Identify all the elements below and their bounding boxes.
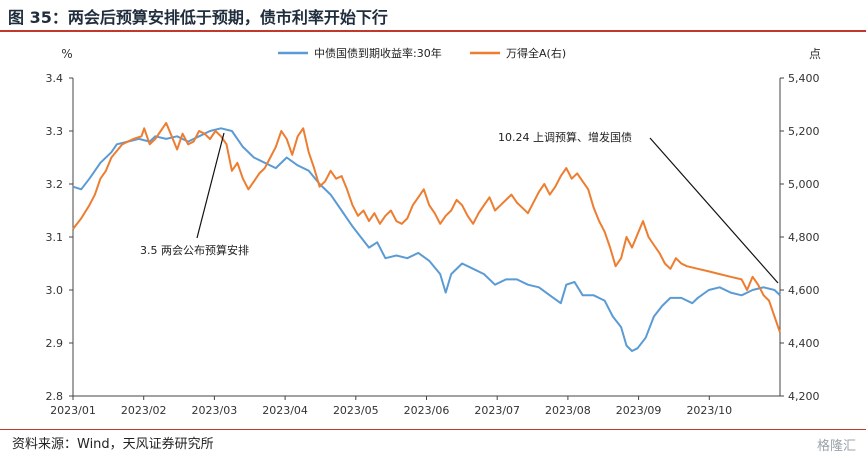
left-axis: 3.4 3.3 3.2 3.1 3.0 2.9 2.8% [46,47,74,403]
wind-all-a-line [72,122,781,333]
left-tick-label: 3.0 [46,284,64,297]
x-tick-label: 2023/04 [262,404,308,417]
x-tick-label: 2023/06 [404,404,450,417]
chart-title: 图 35：两会后预算安排低于预期，债市利率开始下行 [8,8,388,27]
left-tick-label: 3.1 [46,231,64,244]
right-tick-label: 5,400 [788,72,820,85]
chart-canvas: 3.4 3.3 3.2 3.1 3.0 2.9 2.8% 5,400 5,200 5,000 4,… [46,46,822,417]
source-note: 资料来源：Wind，天风证券研究所 [12,437,214,452]
left-tick-label: 3.4 [46,72,64,85]
right-tick-label: 5,200 [788,125,820,138]
annotation-label: 3.5 两会公布预算安排 [140,243,249,257]
bond-yield-line [72,127,781,352]
right-axis-unit: 点 [809,47,821,61]
legend: 中债国债到期收益率:30年 万得全A(右) [278,46,566,60]
x-tick-label: 2023/01 [50,404,96,417]
right-tick-label: 4,600 [788,284,820,297]
watermark-logo: 格隆汇 [816,439,856,454]
footer-divider [0,429,866,430]
annotation-leader-line [196,132,225,239]
legend-label: 中债国债到期收益率:30年 [314,46,442,60]
x-axis: 2023/01 2023/02 2023/03 2023/04 2023/05 2023/… [50,395,780,417]
right-tick-label: 5,000 [788,178,820,191]
annotation-leader-line [649,137,779,284]
left-tick-label: 2.8 [46,390,64,403]
left-tick-label: 3.3 [46,125,64,138]
annotation-label: 10.24 上调预算、增发国债 [498,130,632,144]
left-tick-label: 3.2 [46,178,64,191]
left-tick-label: 2.9 [46,337,64,350]
left-axis-unit: % [61,47,72,61]
x-tick-label: 2023/08 [545,404,591,417]
x-tick-label: 2023/05 [333,404,379,417]
right-axis: 5,400 5,200 5,000 4,800 4,600 4,400 4,200 点 [779,47,821,403]
right-tick-label: 4,800 [788,231,820,244]
title-divider [0,30,866,32]
legend-label: 万得全A(右) [506,46,566,60]
x-tick-label: 2023/10 [686,404,732,417]
x-tick-label: 2023/02 [121,404,167,417]
x-tick-label: 2023/07 [474,404,520,417]
x-tick-label: 2023/09 [616,404,662,417]
annotations: 3.5 两会公布预算安排 10.24 上调预算、增发国债 [140,130,779,284]
right-tick-label: 4,200 [788,390,820,403]
series-layer [72,122,781,352]
right-tick-label: 4,400 [788,337,820,350]
x-tick-label: 2023/03 [192,404,238,417]
